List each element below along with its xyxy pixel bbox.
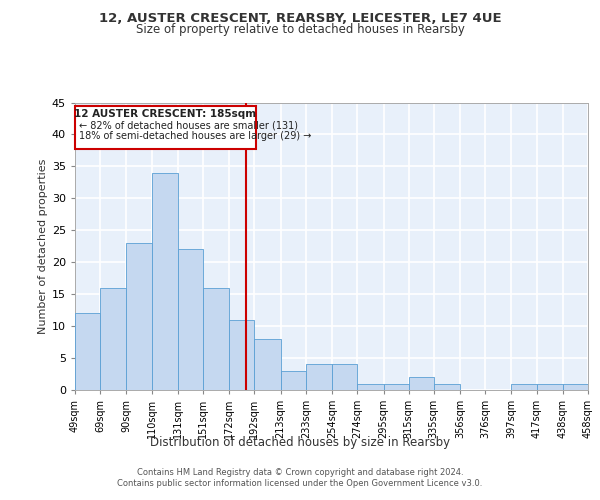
Bar	[434, 384, 460, 390]
Bar	[178, 250, 203, 390]
Text: ← 82% of detached houses are smaller (131): ← 82% of detached houses are smaller (13…	[79, 120, 298, 130]
Bar	[563, 384, 588, 390]
Bar	[383, 384, 409, 390]
Bar	[127, 243, 152, 390]
Bar	[254, 339, 281, 390]
Bar	[203, 288, 229, 390]
Bar	[536, 384, 563, 390]
Text: Size of property relative to detached houses in Rearsby: Size of property relative to detached ho…	[136, 22, 464, 36]
Bar	[409, 377, 434, 390]
Bar	[75, 314, 100, 390]
Y-axis label: Number of detached properties: Number of detached properties	[38, 158, 47, 334]
Bar	[100, 288, 127, 390]
Text: 12, AUSTER CRESCENT, REARSBY, LEICESTER, LE7 4UE: 12, AUSTER CRESCENT, REARSBY, LEICESTER,…	[98, 12, 502, 26]
Bar	[357, 384, 383, 390]
FancyBboxPatch shape	[75, 106, 256, 148]
Bar	[306, 364, 332, 390]
Bar	[152, 173, 178, 390]
Bar	[332, 364, 357, 390]
Bar	[511, 384, 536, 390]
Text: 18% of semi-detached houses are larger (29) →: 18% of semi-detached houses are larger (…	[79, 132, 311, 141]
Text: Contains HM Land Registry data © Crown copyright and database right 2024.: Contains HM Land Registry data © Crown c…	[137, 468, 463, 477]
Text: Contains public sector information licensed under the Open Government Licence v3: Contains public sector information licen…	[118, 480, 482, 488]
Bar	[229, 320, 254, 390]
Text: Distribution of detached houses by size in Rearsby: Distribution of detached houses by size …	[150, 436, 450, 449]
Text: 12 AUSTER CRESCENT: 185sqm: 12 AUSTER CRESCENT: 185sqm	[74, 109, 256, 119]
Bar	[281, 371, 306, 390]
